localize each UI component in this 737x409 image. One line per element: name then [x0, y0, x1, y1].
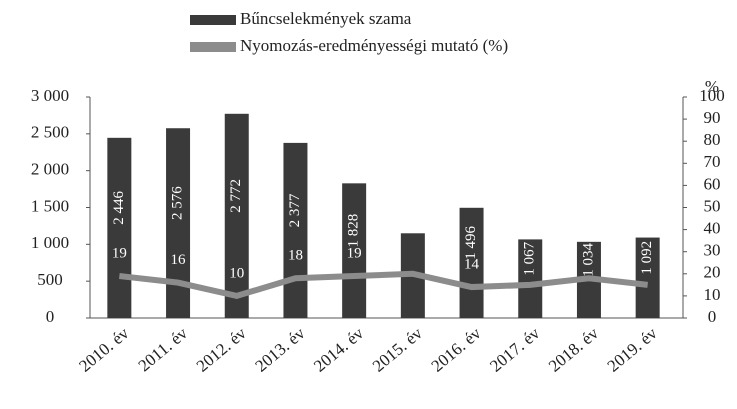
x-tick-label: 2017. év [486, 323, 543, 376]
x-tick-label: 2010. év [75, 323, 132, 376]
y2-tick-label: 0 [708, 307, 717, 326]
line-value-label: 19 [112, 245, 127, 261]
bar-value-label: 2 772 [228, 179, 244, 213]
bar-value-label: 1 092 [639, 241, 655, 275]
y-tick-label: 3 000 [31, 86, 69, 105]
x-tick-label: 2014. év [310, 323, 367, 376]
y-tick-label: 1 500 [31, 196, 69, 215]
bar-value-label: 2 377 [287, 193, 303, 227]
bar-value-label: 1 496 [463, 226, 479, 260]
legend-swatch [190, 15, 236, 25]
line-value-label: 18 [288, 248, 303, 264]
bar-value-label: 1 828 [346, 214, 362, 248]
bar-value-label: 1 067 [522, 241, 538, 275]
bar [225, 114, 249, 318]
line-value-label: 16 [171, 252, 187, 268]
y-tick-label: 2 500 [31, 123, 69, 142]
line-value-label: 19 [347, 245, 362, 261]
legend-swatch [190, 42, 236, 52]
bar [283, 143, 307, 318]
x-tick-label: 2015. év [369, 323, 426, 376]
x-tick-label: 2013. év [251, 323, 308, 376]
y2-tick-label: 80 [704, 130, 721, 149]
y2-tick-label: 30 [704, 241, 721, 260]
line-value-label: 14 [464, 256, 480, 272]
y-tick-label: 1 000 [31, 233, 69, 252]
y2-tick-label: 10 [704, 285, 721, 304]
y2-tick-label: 50 [704, 196, 721, 215]
y-tick-label: 500 [37, 270, 63, 289]
bar [107, 138, 131, 318]
y2-tick-label: 40 [704, 219, 721, 238]
y2-tick-label: 100 [699, 86, 725, 105]
legend-label: Nyomozás-eredményességi mutató (%) [240, 36, 508, 55]
y2-tick-label: 20 [704, 263, 721, 282]
line-value-label: 10 [229, 265, 244, 281]
x-tick-label: 2019. év [604, 323, 661, 376]
y-tick-label: 2 000 [31, 160, 69, 179]
bar-value-label: 2 576 [169, 186, 185, 220]
bar-value-label: 1 034 [580, 243, 596, 277]
x-tick-label: 2012. év [193, 323, 250, 376]
line [119, 274, 647, 296]
x-tick-label: 2018. év [545, 323, 602, 376]
y2-tick-label: 90 [704, 108, 721, 127]
x-tick-label: 2011. év [135, 323, 192, 375]
chart: % 05001 0001 5002 0002 5003 000010203040… [0, 0, 737, 409]
y2-tick-label: 60 [704, 174, 721, 193]
y2-tick-label: 70 [704, 152, 721, 171]
bar [166, 128, 190, 318]
y-tick-label: 0 [46, 307, 55, 326]
bar-value-label: 2 446 [111, 191, 127, 225]
legend-label: Bűncselekmények szama [240, 9, 412, 28]
x-tick-label: 2016. év [428, 323, 485, 376]
